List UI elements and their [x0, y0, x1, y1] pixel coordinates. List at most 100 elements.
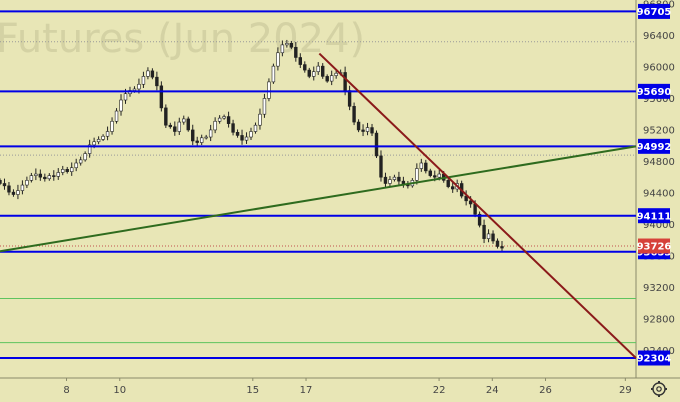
candle-body — [294, 46, 298, 58]
candle-body — [289, 43, 294, 48]
candle-body — [491, 233, 495, 242]
candle-body — [235, 132, 240, 136]
candle-body — [159, 85, 164, 109]
settings-gear-icon[interactable] — [651, 381, 667, 397]
candle-body — [253, 124, 258, 132]
x-tick-label: 15 — [246, 385, 259, 396]
candle-body — [70, 167, 74, 172]
candle-body — [186, 118, 190, 131]
candle-body — [191, 129, 195, 142]
candle-body — [38, 173, 43, 178]
candle-body — [433, 175, 437, 178]
candle-body — [141, 76, 146, 85]
candle-body — [146, 70, 150, 77]
candle-body — [137, 83, 141, 90]
y-tick-label: 92800 — [643, 314, 675, 325]
price-tags-layer: 96705956909499294111936539230493726 — [637, 3, 672, 366]
candle-body — [105, 131, 110, 137]
candle-body — [450, 186, 455, 190]
candle-body — [47, 175, 52, 180]
candle-body — [321, 65, 325, 77]
candle-body — [231, 123, 235, 133]
candle-body — [150, 70, 155, 78]
candle-body — [74, 162, 78, 169]
candle-body — [87, 144, 92, 154]
candle-body — [464, 195, 468, 202]
candle-body — [34, 173, 38, 176]
price-tag-label: 95690 — [637, 87, 672, 98]
candle-body — [7, 185, 11, 193]
price-tag-label: 94111 — [637, 211, 672, 222]
candle-body — [347, 90, 352, 107]
candle-body — [437, 173, 441, 178]
y-tick-label: 94000 — [643, 220, 675, 231]
candle-body — [110, 120, 114, 132]
levels-layer — [0, 10, 636, 359]
candle-body — [244, 136, 249, 141]
candle-body — [29, 175, 34, 181]
candle-body — [419, 162, 424, 169]
candle-body — [20, 184, 25, 191]
candle-body — [173, 126, 177, 132]
price-tag-label: 94992 — [637, 142, 672, 153]
candle-body — [370, 127, 374, 134]
candle-body — [352, 106, 356, 123]
candle-body — [25, 180, 29, 186]
x-tick-label: 26 — [539, 385, 552, 396]
candle-body — [428, 170, 432, 176]
candle-body — [52, 175, 56, 177]
x-tick-label: 29 — [619, 385, 632, 396]
grid-layer — [0, 0, 680, 379]
candle-body — [56, 172, 60, 177]
candle-body — [383, 176, 388, 184]
candle-body — [482, 224, 486, 239]
candle-body — [500, 246, 504, 249]
y-tick-label: 96400 — [643, 31, 675, 42]
price-tag: 92304 — [637, 350, 672, 366]
price-tag-label: 92304 — [637, 354, 672, 365]
candle-body — [276, 52, 280, 67]
y-tick-label: 94400 — [643, 188, 675, 199]
candle-body — [11, 191, 16, 195]
trend-line-support — [0, 145, 637, 253]
candle-body — [361, 129, 365, 132]
candle-body — [101, 135, 105, 140]
candle-body — [123, 93, 128, 101]
candle-body — [114, 110, 119, 122]
candle-body — [96, 139, 101, 143]
y-tick-label: 96000 — [643, 62, 675, 73]
x-tick-label: 22 — [433, 385, 446, 396]
candle-body — [222, 116, 226, 119]
price-tag: 94111 — [637, 208, 672, 224]
candle-body — [486, 233, 491, 239]
candle-body — [388, 179, 392, 184]
candle-body — [195, 140, 199, 143]
candle-body — [468, 200, 473, 205]
candle-body — [168, 124, 173, 128]
candle-body — [199, 137, 204, 143]
trend-line-resistance — [318, 52, 637, 359]
candle-body — [204, 136, 208, 139]
y-tick-label: 94800 — [643, 157, 675, 168]
candle-body — [164, 107, 168, 126]
candle-body — [356, 121, 361, 131]
candle-body — [397, 176, 401, 182]
candle-body — [379, 155, 383, 178]
x-tick-label: 10 — [113, 385, 126, 396]
candle-body — [61, 169, 65, 173]
price-tag-label: 96705 — [637, 7, 672, 18]
x-tick-label: 8 — [63, 385, 69, 396]
price-tag-box — [638, 3, 670, 19]
x-axis: 8 10 15 17 22 24 26 29 — [63, 378, 632, 396]
candle-body — [325, 76, 329, 82]
candle-body — [119, 99, 123, 112]
candle-body — [213, 120, 217, 131]
candle-body — [262, 98, 267, 115]
candle-body — [226, 116, 231, 124]
candle-body — [312, 71, 316, 77]
candle-body — [415, 168, 419, 181]
candle-body — [267, 81, 271, 99]
candle-body — [329, 75, 334, 82]
